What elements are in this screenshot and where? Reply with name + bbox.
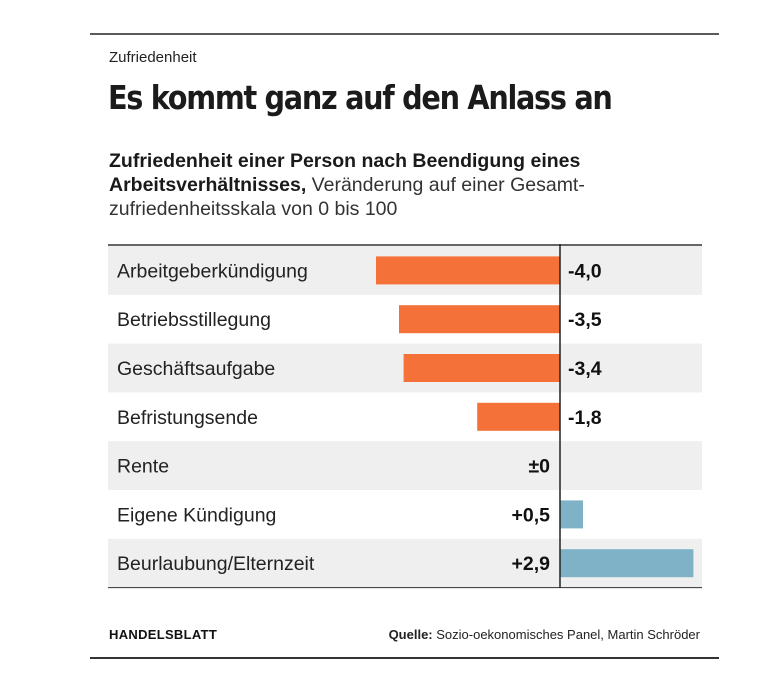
category-label: Arbeitgeberkündigung: [117, 260, 308, 282]
category-label: Rente: [117, 456, 169, 478]
bar: [376, 256, 560, 285]
value-label: -1,8: [568, 407, 602, 429]
value-label: +0,5: [512, 504, 551, 526]
value-label: +2,9: [512, 553, 551, 575]
category-label: Eigene Kündigung: [117, 504, 276, 526]
headline: Es kommt ganz auf den Anlass an: [108, 78, 613, 117]
value-label: -3,5: [568, 309, 602, 331]
bar: [399, 305, 560, 334]
value-label: ±0: [528, 456, 550, 478]
category-label: Geschäftsaufgabe: [117, 358, 275, 380]
subtitle-bold: Zufriedenheit einer Person nach Beendigu…: [109, 150, 581, 196]
subtitle-rest: Veränderung auf einer Gesamt-zufriedenhe…: [109, 174, 585, 220]
bar: [560, 549, 694, 578]
row-background: [108, 441, 702, 490]
kicker: Zufriedenheit: [109, 49, 197, 66]
source-label: Quelle:: [388, 627, 433, 642]
footer-source: Quelle: Sozio-oekonomisches Panel, Marti…: [389, 627, 700, 642]
source-text: Sozio-oekonomisches Panel, Martin Schröd…: [432, 627, 700, 642]
bar: [477, 402, 560, 431]
bar: [403, 354, 560, 382]
category-label: Beurlaubung/Elternzeit: [117, 553, 315, 575]
bar: [560, 500, 583, 529]
category-label: Betriebsstillegung: [117, 309, 271, 331]
top-rule: [90, 33, 719, 35]
value-label: -3,4: [568, 358, 602, 380]
chart-subtitle: Zufriedenheit einer Person nach Beendigu…: [109, 149, 709, 221]
footer-brand: HANDELSBLATT: [109, 627, 218, 642]
bar-chart: Arbeitgeberkündigung -4,0 Betriebsstillegu…: [108, 244, 702, 589]
category-label: Befristungsende: [117, 407, 258, 429]
value-label: -4,0: [568, 260, 602, 282]
bottom-rule: [90, 657, 719, 659]
